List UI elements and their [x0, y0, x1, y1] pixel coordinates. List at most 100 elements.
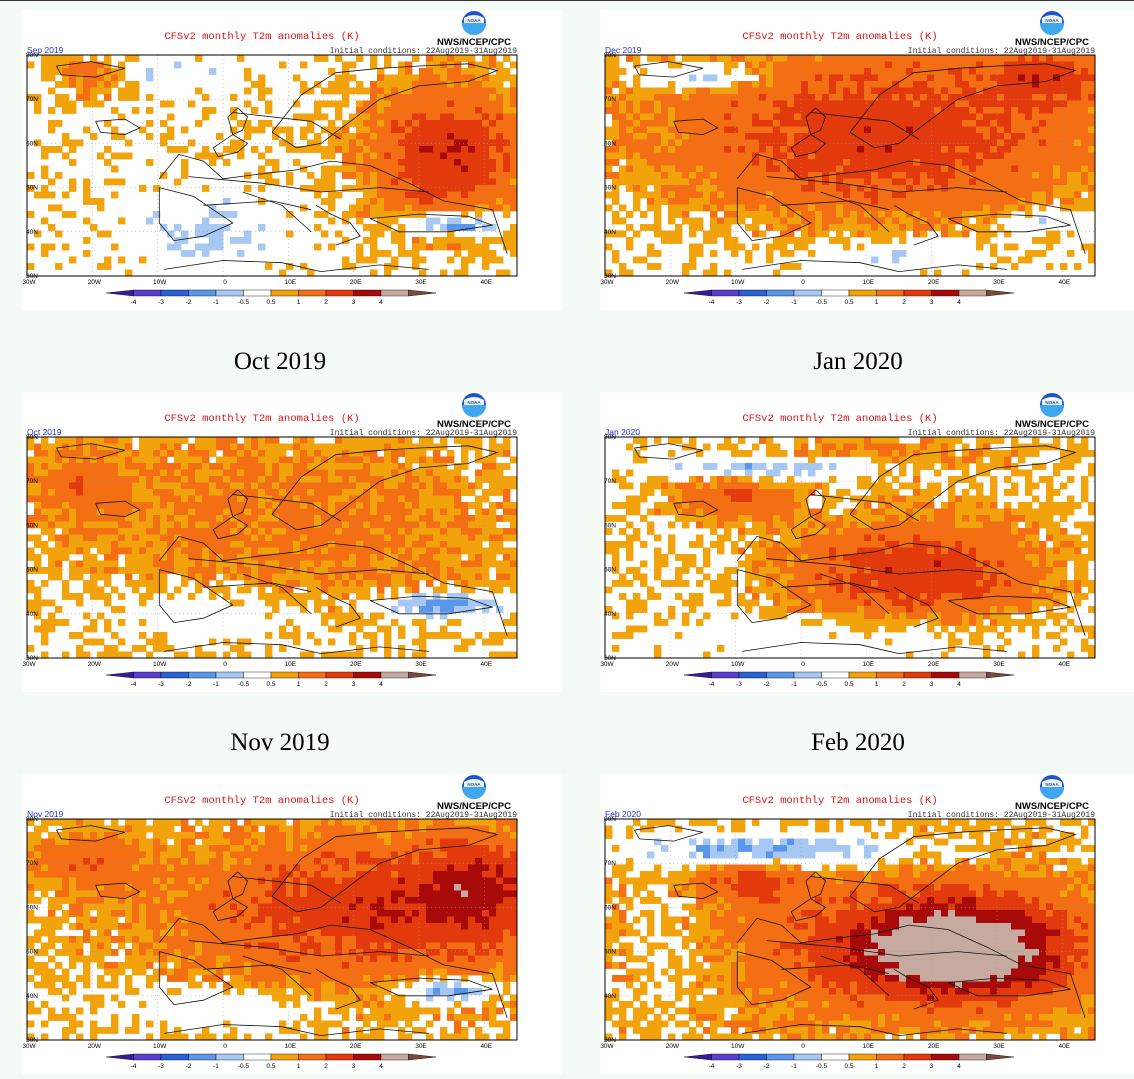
noaa-logo-text: NOAA: [1045, 400, 1059, 405]
map-frame: [26, 818, 518, 1041]
colorbar-tick-label: 3: [930, 1063, 934, 1070]
lat-tick-label: 70N: [26, 478, 38, 485]
noaa-logo-icon: NOAA: [462, 11, 486, 35]
lon-tick-label: 30E: [415, 279, 427, 286]
colorbar: [105, 1053, 437, 1061]
lon-tick-label: 30E: [415, 661, 427, 668]
lat-tick-label: 70N: [26, 860, 38, 867]
colorbar-tick-label: 3: [352, 299, 356, 306]
lon-tick-label: 10W: [731, 279, 745, 286]
month-label: Sep 2019: [27, 45, 64, 55]
colorbar-tick-label: -0.5: [238, 299, 250, 306]
lon-tick-label: 20W: [666, 661, 680, 668]
colorbar-tick-label: 0.5: [266, 681, 275, 688]
map-frame: [604, 818, 1096, 1041]
colorbar-tick-label: -1: [213, 681, 219, 688]
header-jan-2020: Jan 2020: [813, 348, 903, 375]
noaa-logo-text: NOAA: [1045, 18, 1059, 23]
colorbar-tick-label: -4: [709, 1063, 715, 1070]
colorbar-tick-label: -4: [709, 299, 715, 306]
colorbar: [683, 289, 1015, 297]
initial-conditions: Initial conditions: 22Aug2019-31Aug2019: [330, 47, 517, 56]
map-figure: CFSv2 monthly T2m anomalies (K) Feb 2020 I…: [600, 775, 1096, 1070]
lat-tick-label: 80N: [604, 434, 616, 441]
colorbar-tick-label: -3: [158, 299, 164, 306]
noaa-logo-text: NOAA: [467, 400, 481, 405]
lon-tick-label: 10E: [285, 279, 297, 286]
lon-tick-label: 40E: [1059, 279, 1071, 286]
lat-tick-label: 30N: [604, 655, 616, 662]
lat-tick-label: 60N: [604, 522, 616, 529]
colorbar-tick-label: -1: [791, 299, 797, 306]
lon-tick-label: 20E: [928, 661, 940, 668]
colorbar: [683, 671, 1015, 679]
lon-tick-label: 20W: [666, 279, 680, 286]
colorbar-tick-label: -3: [158, 1063, 164, 1070]
lat-tick-label: 40N: [604, 229, 616, 236]
colorbar-tick-label: 1: [875, 1063, 879, 1070]
lon-tick-label: 20W: [88, 1043, 102, 1050]
lon-tick-label: 20E: [928, 1043, 940, 1050]
coastlines: [634, 61, 1086, 273]
month-label: Feb 2020: [605, 809, 641, 819]
lat-tick-label: 80N: [26, 52, 38, 59]
lat-tick-label: 50N: [604, 567, 616, 574]
map-figure: CFSv2 monthly T2m anomalies (K) Oct 2019 I…: [22, 393, 518, 688]
map-figure: CFSv2 monthly T2m anomalies (K) Nov 2019 I…: [22, 775, 518, 1070]
lon-tick-label: 20W: [666, 1043, 680, 1050]
map-panel-feb-2020: CFSv2 monthly T2m anomalies (K) Feb 2020 I…: [600, 774, 1134, 1074]
colorbar-tick-label: 4: [957, 681, 961, 688]
map-figure: CFSv2 monthly T2m anomalies (K) Sep 2019 I…: [22, 11, 518, 306]
agency-label: NWS/NCEP/CPC: [1015, 419, 1089, 430]
lon-tick-label: 10E: [863, 661, 875, 668]
map-frame: [26, 54, 518, 277]
lon-tick-label: 0: [801, 279, 805, 286]
colorbar-tick-label: -4: [131, 299, 137, 306]
lat-tick-label: 60N: [26, 522, 38, 529]
colorbar-tick-label: 3: [352, 681, 356, 688]
colorbar-tick-label: -0.5: [238, 1063, 250, 1070]
lat-tick-label: 50N: [604, 185, 616, 192]
lon-tick-label: 30W: [22, 661, 36, 668]
lat-tick-label: 50N: [26, 567, 38, 574]
lon-tick-label: 0: [801, 661, 805, 668]
lon-tick-label: 0: [223, 661, 227, 668]
coastlines: [56, 61, 508, 273]
lat-tick-label: 70N: [26, 96, 38, 103]
noaa-logo-icon: NOAA: [462, 775, 486, 799]
agency-label: NWS/NCEP/CPC: [437, 37, 511, 48]
lon-tick-label: 30W: [22, 279, 36, 286]
lon-tick-label: 20W: [88, 661, 102, 668]
colorbar-tick-label: 0.5: [844, 681, 853, 688]
lon-tick-label: 40E: [1059, 1043, 1071, 1050]
lat-tick-label: 40N: [26, 611, 38, 618]
lat-tick-label: 30N: [604, 1037, 616, 1044]
header-feb-2020: Feb 2020: [811, 729, 905, 756]
lon-tick-label: 10E: [863, 279, 875, 286]
anomaly-map: [27, 55, 518, 277]
colorbar-tick-label: 4: [957, 299, 961, 306]
colorbar-tick-label: -2: [186, 681, 192, 688]
lat-tick-label: 80N: [604, 52, 616, 59]
chart-title: CFSv2 monthly T2m anomalies (K): [742, 413, 937, 425]
colorbar-tick-label: 0.5: [266, 1063, 275, 1070]
colorbar-tick-label: -0.5: [816, 1063, 828, 1070]
lon-tick-label: 30W: [600, 661, 614, 668]
colorbar-tick-label: 3: [930, 299, 934, 306]
map-panel-jan-2020: CFSv2 monthly T2m anomalies (K) Jan 2020 I…: [600, 392, 1134, 692]
initial-conditions: Initial conditions: 22Aug2019-31Aug2019: [908, 47, 1095, 56]
lon-tick-label: 20E: [350, 1043, 362, 1050]
initial-conditions: Initial conditions: 22Aug2019-31Aug2019: [330, 429, 517, 438]
colorbar-tick-label: 4: [379, 299, 383, 306]
lat-tick-label: 70N: [604, 860, 616, 867]
colorbar-tick-label: 1: [297, 299, 301, 306]
colorbar-tick-label: -2: [764, 1063, 770, 1070]
colorbar: [105, 289, 437, 297]
map-panel-dec-2019: CFSv2 monthly T2m anomalies (K) Dec 2019 I…: [600, 10, 1134, 310]
colorbar-tick-label: 1: [875, 681, 879, 688]
lon-tick-label: 10W: [731, 661, 745, 668]
colorbar-tick-label: -2: [186, 299, 192, 306]
agency-label: NWS/NCEP/CPC: [1015, 37, 1089, 48]
lon-tick-label: 10W: [153, 279, 167, 286]
colorbar-tick-label: 0.5: [844, 1063, 853, 1070]
